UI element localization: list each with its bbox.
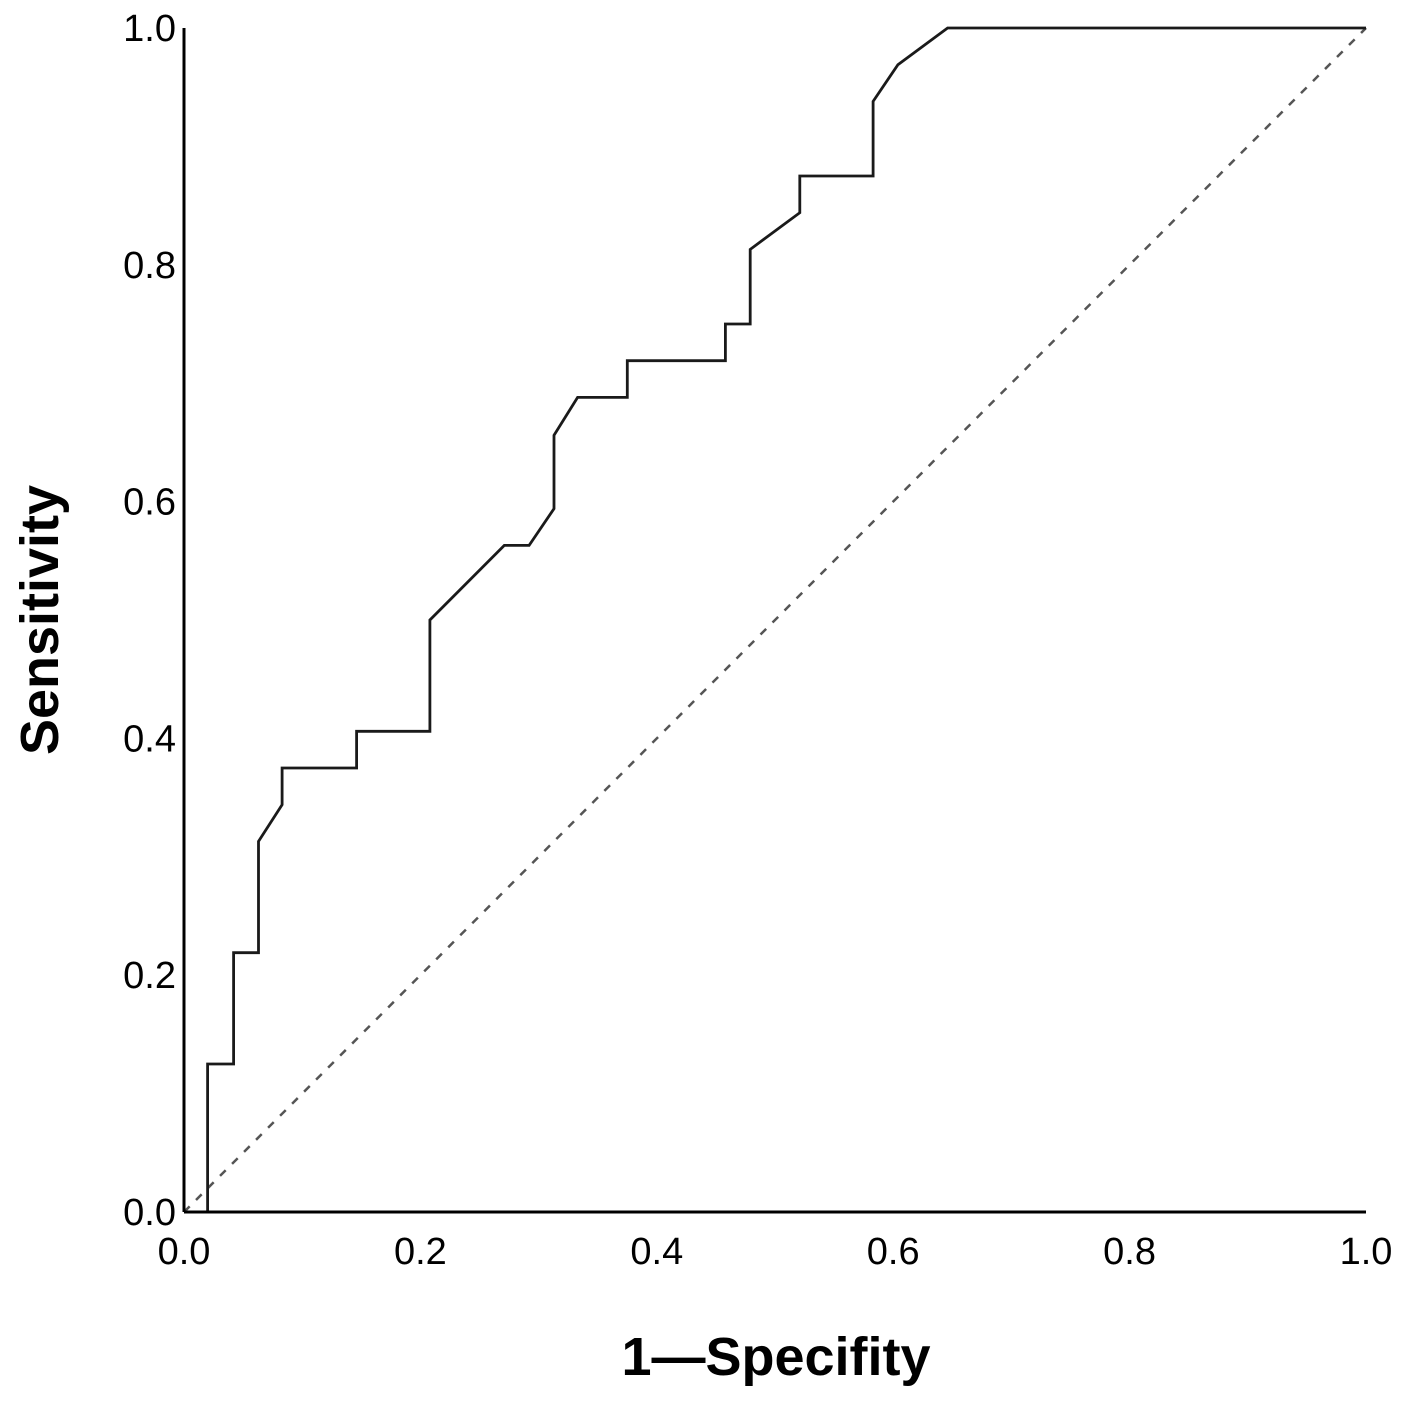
y-tick-label: 0.6 <box>123 482 176 524</box>
y-tick-label: 0.4 <box>123 718 176 760</box>
y-tick-label: 0.8 <box>123 245 176 287</box>
reference-diagonal-line <box>183 27 1367 1213</box>
x-tick-label: 0.8 <box>1103 1231 1156 1273</box>
x-tick-label: 0.6 <box>867 1231 920 1273</box>
roc-curve-line <box>184 26 1366 1214</box>
y-tick-label: 0.2 <box>123 955 176 997</box>
y-tick-label: 1.0 <box>123 8 176 50</box>
x-tick-label: 0.2 <box>394 1231 447 1273</box>
y-tick-label: 0.0 <box>123 1192 176 1234</box>
x-tick-label: 1.0 <box>1340 1231 1393 1273</box>
x-axis-title: 1—Specifity <box>621 1327 930 1387</box>
plot-area: 0.0 0.2 0.4 0.6 0.8 1.0 0.0 0.2 0.4 0.6 0.8 1.0 <box>123 8 1392 1273</box>
x-tick-label: 0.4 <box>630 1231 683 1273</box>
x-tick-label: 0.0 <box>158 1231 211 1273</box>
y-axis-title: Sensitivity <box>10 485 70 755</box>
